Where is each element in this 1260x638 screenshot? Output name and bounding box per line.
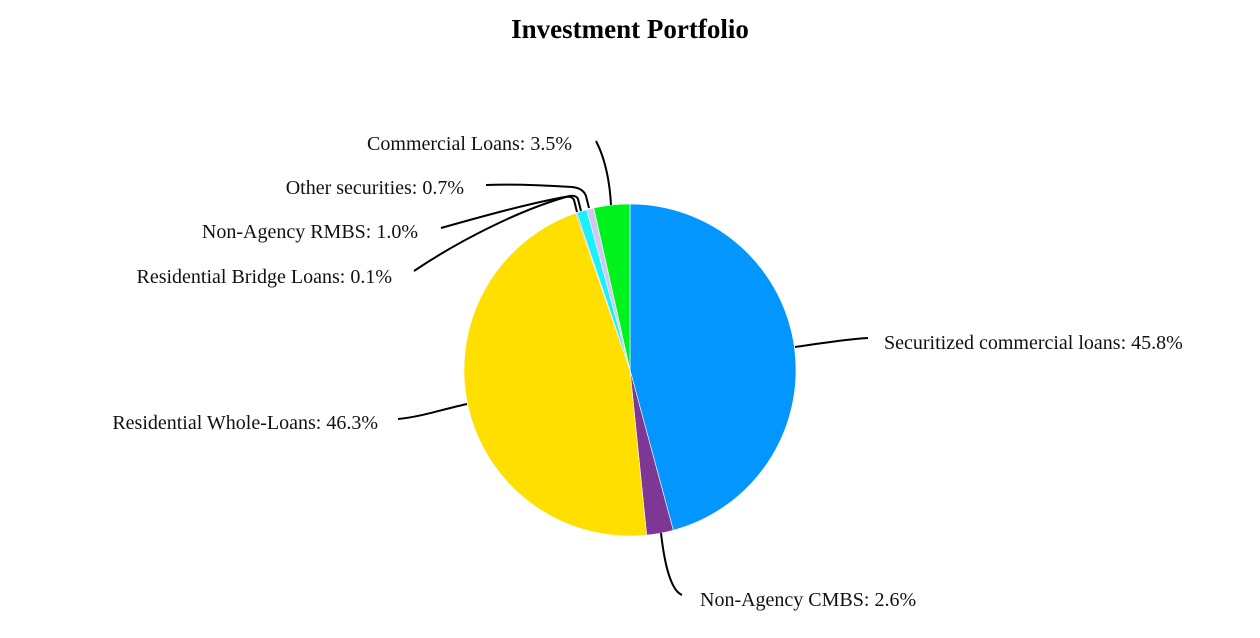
slice-label: Non-Agency RMBS: 1.0% bbox=[202, 221, 418, 243]
slice-label: Commercial Loans: 3.5% bbox=[367, 133, 572, 155]
pie-slice-commercial-loans bbox=[593, 203, 631, 371]
pie-slices bbox=[463, 203, 797, 537]
slice-label: Other securities: 0.7% bbox=[286, 177, 464, 199]
leader-line bbox=[660, 532, 683, 596]
leader-line bbox=[440, 194, 582, 229]
pie-slice-residential-whole-loans bbox=[463, 212, 647, 537]
leader-line bbox=[413, 195, 578, 272]
leader-lines bbox=[397, 140, 869, 596]
slice-label: Securitized commercial loans: 45.8% bbox=[884, 332, 1183, 354]
pie-slice-securitized-commercial-loans bbox=[629, 203, 797, 531]
leader-line bbox=[397, 403, 468, 420]
leader-line bbox=[794, 337, 869, 348]
leader-line bbox=[595, 140, 612, 206]
chart-title: Investment Portfolio bbox=[511, 14, 749, 44]
slice-label: Residential Whole-Loans: 46.3% bbox=[112, 412, 378, 434]
slice-label: Residential Bridge Loans: 0.1% bbox=[136, 266, 392, 288]
slice-label: Non-Agency CMBS: 2.6% bbox=[700, 589, 916, 611]
leader-line bbox=[485, 183, 590, 209]
slice-labels: Securitized commercial loans: 45.8% Non-A… bbox=[112, 133, 1182, 611]
